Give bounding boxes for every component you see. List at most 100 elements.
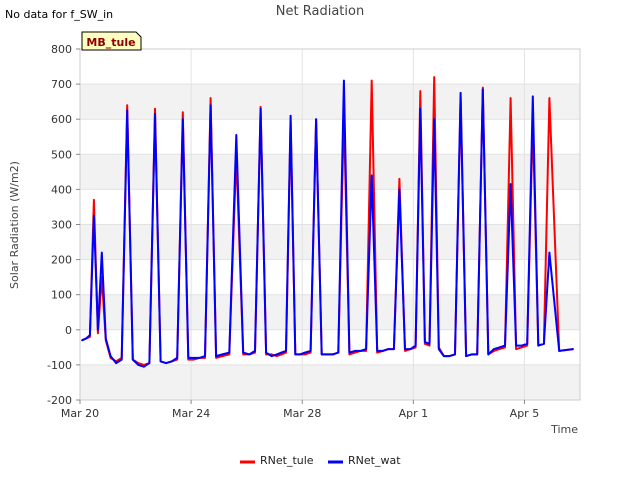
site-badge-label: MB_tule <box>86 36 135 49</box>
data-point-rnet-wat <box>343 79 345 82</box>
site-badge-box <box>81 31 142 51</box>
data-point-rnet-wat <box>332 353 334 356</box>
data-point-rnet-wat <box>370 174 373 177</box>
chart-title: Net Radiation <box>276 4 364 19</box>
data-point-rnet-wat <box>470 353 473 356</box>
data-point-rnet-wat <box>493 348 495 350</box>
y-axis-label: Solar Radiation (W/m2) <box>8 161 21 289</box>
data-point-rnet-tule <box>209 97 212 99</box>
data-point-rnet-tule <box>304 353 306 356</box>
data-point-rnet-tule <box>398 178 401 180</box>
data-point-rnet-tule <box>504 346 506 349</box>
data-point-rnet-tule <box>309 351 312 354</box>
data-point-rnet-wat <box>85 337 87 340</box>
data-point-rnet-tule <box>376 351 379 354</box>
data-point-rnet-wat <box>235 134 238 136</box>
data-point-rnet-wat <box>280 351 283 354</box>
data-point-rnet-wat <box>465 355 467 357</box>
data-point-rnet-wat <box>526 343 528 345</box>
data-point-rnet-tule <box>97 332 99 335</box>
site-badge: MB_tule <box>81 31 142 51</box>
y-tick-label: 100 <box>51 289 72 302</box>
data-point-rnet-tule <box>280 353 283 356</box>
x-tick-label: Apr 5 <box>510 407 540 420</box>
data-point-rnet-wat <box>198 357 201 359</box>
data-point-rnet-tule <box>428 344 431 347</box>
data-point-rnet-wat <box>387 348 390 350</box>
data-point-rnet-wat <box>572 348 574 350</box>
y-tick-label: -200 <box>47 394 72 407</box>
legend-label-rnet-tule: RNet_tule <box>260 454 314 467</box>
data-point-rnet-tule <box>276 355 278 357</box>
y-tick-label: 400 <box>51 183 72 196</box>
data-point-rnet-tule <box>228 353 231 356</box>
data-point-rnet-tule <box>193 358 195 361</box>
series-line-rnet-wat <box>81 79 574 368</box>
series-lines <box>81 76 574 368</box>
data-point-rnet-wat <box>487 353 490 356</box>
data-point-rnet-wat <box>109 355 112 357</box>
data-point-rnet-wat <box>143 365 145 368</box>
data-point-rnet-wat <box>348 351 351 354</box>
no-data-note: No data for f_SW_in <box>5 8 113 21</box>
data-point-rnet-tule <box>221 355 224 357</box>
data-point-rnet-wat <box>170 360 173 363</box>
data-point-rnet-tule <box>526 344 528 347</box>
data-point-rnet-wat <box>276 353 278 356</box>
data-point-rnet-wat <box>148 362 151 364</box>
data-point-rnet-wat <box>414 344 417 347</box>
data-point-rnet-tule <box>498 348 501 350</box>
data-point-rnet-wat <box>248 353 251 356</box>
data-point-rnet-wat <box>409 348 412 350</box>
data-point-rnet-wat <box>428 343 431 345</box>
y-tick-label: 0 <box>65 324 72 337</box>
y-axis-ticks: -200 -100 0 100 200 300 400 500 600 700 800 <box>47 43 80 407</box>
data-point-rnet-wat <box>165 362 167 364</box>
plot-band <box>80 84 580 120</box>
plot-band <box>80 294 580 330</box>
x-tick-label: Mar 28 <box>283 407 321 420</box>
data-point-rnet-wat <box>154 113 156 115</box>
data-point-rnet-wat <box>187 357 190 359</box>
data-point-rnet-wat <box>393 348 395 350</box>
y-tick-label: 800 <box>51 43 72 56</box>
data-point-rnet-tule <box>370 79 373 82</box>
data-point-rnet-tule <box>365 350 367 352</box>
data-point-rnet-wat <box>126 109 128 112</box>
data-point-rnet-tule <box>424 343 426 345</box>
data-point-rnet-wat <box>137 364 140 366</box>
data-point-rnet-wat <box>259 107 262 110</box>
data-point-rnet-wat <box>315 118 317 120</box>
data-point-rnet-tule <box>548 97 551 99</box>
data-point-rnet-wat <box>376 350 379 352</box>
data-point-rnet-wat <box>382 350 384 352</box>
y-tick-label: 200 <box>51 254 72 267</box>
data-point-rnet-wat <box>532 95 534 98</box>
data-point-rnet-tule <box>482 86 484 89</box>
data-point-rnet-tule <box>215 357 217 359</box>
plot-band <box>80 224 580 260</box>
data-point-rnet-wat <box>515 344 517 347</box>
data-point-rnet-wat <box>101 251 103 254</box>
data-point-rnet-wat <box>228 351 231 354</box>
y-tick-label: 600 <box>51 113 72 126</box>
data-point-rnet-wat <box>93 214 95 217</box>
data-point-rnet-wat <box>285 350 287 352</box>
x-tick-label: Mar 20 <box>61 407 99 420</box>
data-point-rnet-wat <box>504 344 506 347</box>
data-point-rnet-wat <box>176 357 178 359</box>
data-point-rnet-wat <box>304 351 306 354</box>
data-point-rnet-wat <box>265 351 267 354</box>
data-point-rnet-wat <box>193 357 195 359</box>
data-point-rnet-wat <box>438 348 440 350</box>
data-point-rnet-wat <box>354 350 356 352</box>
data-point-rnet-wat <box>558 350 560 352</box>
data-point-rnet-wat <box>120 358 123 361</box>
data-point-rnet-wat <box>132 358 134 361</box>
data-point-rnet-wat <box>443 355 445 357</box>
data-point-rnet-wat <box>543 343 545 345</box>
data-point-rnet-tule <box>433 76 436 78</box>
data-point-rnet-wat <box>454 353 456 356</box>
data-point-rnet-wat <box>326 353 329 356</box>
plot-band <box>80 154 580 190</box>
